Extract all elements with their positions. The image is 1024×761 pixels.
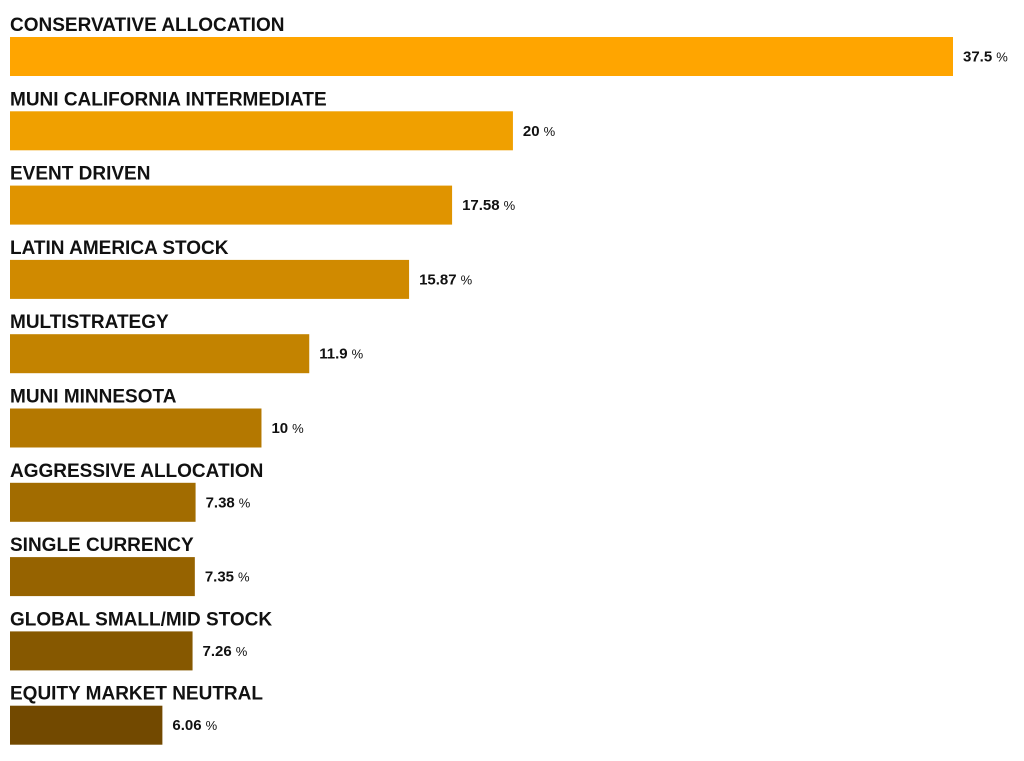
bar-row: MULTISTRATEGY 11.9% — [10, 312, 364, 374]
bar — [10, 334, 310, 374]
value-unit: % — [461, 272, 473, 287]
category-label: EQUITY MARKET NEUTRAL — [10, 684, 263, 705]
value-unit: % — [206, 718, 218, 733]
value-label: 15.87% — [419, 271, 473, 288]
bar — [10, 259, 410, 299]
category-label: GLOBAL SMALL/MID STOCK — [10, 609, 272, 630]
value-unit: % — [238, 570, 250, 585]
category-label: SINGLE CURRENCY — [10, 535, 194, 556]
category-label: AGGRESSIVE ALLOCATION — [10, 461, 263, 482]
bar-row: EQUITY MARKET NEUTRAL 6.06% — [10, 684, 263, 745]
bar-row: LATIN AMERICA STOCK 15.87% — [10, 238, 473, 299]
value-label: 11.9% — [319, 346, 363, 363]
value-unit: % — [352, 347, 364, 362]
bar — [10, 705, 163, 745]
bar-row: AGGRESSIVE ALLOCATION 7.38% — [10, 461, 263, 522]
value-number: 10 — [271, 420, 288, 437]
value-label: 7.35% — [205, 569, 250, 586]
bar — [10, 37, 953, 76]
bar-row: MUNI MINNESOTA 10% — [10, 387, 304, 448]
category-label: MULTISTRATEGY — [10, 312, 169, 333]
bar — [10, 631, 193, 671]
value-number: 20 — [523, 123, 540, 140]
value-number: 7.38 — [206, 494, 235, 511]
bar-row: GLOBAL SMALL/MID STOCK 7.26% — [10, 609, 272, 671]
value-label: 6.06% — [172, 717, 217, 734]
category-label: MUNI MINNESOTA — [10, 387, 177, 408]
bar — [10, 111, 513, 151]
category-label: LATIN AMERICA STOCK — [10, 238, 229, 259]
value-unit: % — [504, 198, 516, 213]
value-number: 7.26 — [203, 643, 232, 660]
value-unit: % — [544, 124, 556, 139]
value-number: 7.35 — [205, 569, 234, 586]
value-label: 7.26% — [203, 643, 248, 660]
value-unit: % — [239, 495, 251, 510]
bar — [10, 482, 196, 522]
value-number: 11.9 — [319, 346, 347, 363]
value-number: 15.87 — [419, 271, 457, 288]
category-label: CONSERVATIVE ALLOCATION — [10, 15, 284, 36]
value-label: 17.58% — [462, 197, 516, 214]
value-label: 37.5% — [963, 49, 1008, 66]
value-number: 6.06 — [172, 717, 201, 734]
value-number: 17.58 — [462, 197, 500, 214]
category-label: MUNI CALIFORNIA INTERMEDIATE — [10, 89, 327, 110]
value-unit: % — [236, 644, 248, 659]
value-number: 37.5 — [963, 49, 992, 66]
bar-row: EVENT DRIVEN 17.58% — [10, 164, 516, 225]
bar — [10, 185, 453, 225]
value-unit: % — [292, 421, 304, 436]
bar-row: MUNI CALIFORNIA INTERMEDIATE 20% — [10, 89, 556, 151]
bar-row: CONSERVATIVE ALLOCATION 37.5% — [10, 15, 1008, 76]
value-label: 20% — [523, 123, 556, 140]
bar-row: SINGLE CURRENCY 7.35% — [10, 535, 250, 597]
value-label: 7.38% — [206, 494, 251, 511]
value-label: 10% — [271, 420, 304, 437]
category-label: EVENT DRIVEN — [10, 164, 150, 185]
bar — [10, 557, 195, 597]
value-unit: % — [996, 50, 1008, 65]
bar — [10, 408, 262, 448]
